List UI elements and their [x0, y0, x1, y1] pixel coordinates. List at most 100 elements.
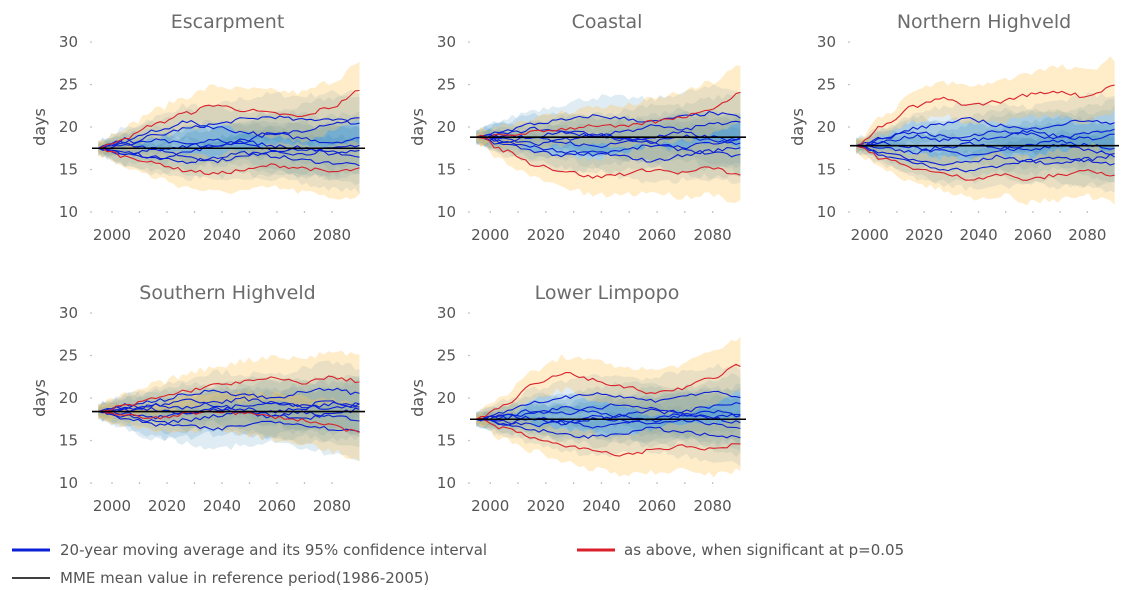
series-line: [856, 129, 1115, 147]
y-tick-label: 15: [437, 161, 456, 179]
series-line-significant: [476, 91, 741, 139]
x-tick-label: 2040: [959, 226, 997, 244]
legend-label-significant: as above, when significant at p=0.05: [624, 541, 904, 559]
x-tick-mark: [248, 211, 251, 213]
series-line-significant: [98, 89, 360, 149]
x-tick-label: 2000: [471, 226, 509, 244]
y-tick-mark: [848, 41, 850, 43]
y-axis-label: days: [30, 108, 49, 146]
x-tick-mark: [656, 211, 658, 213]
series-line: [98, 115, 360, 149]
x-tick-mark: [1059, 211, 1061, 213]
y-tick-label: 25: [59, 76, 78, 94]
x-tick-mark: [628, 482, 631, 484]
panel-title: Coastal: [572, 11, 643, 33]
legend-label-moving-average: 20-year moving average and its 95% confi…: [60, 541, 487, 559]
y-tick-mark: [90, 397, 92, 399]
x-tick-label: 2080: [313, 226, 351, 244]
moving-average-lines: [98, 89, 360, 176]
y-tick-label: 15: [59, 161, 78, 179]
x-tick-mark: [303, 211, 306, 213]
x-tick-mark: [572, 482, 575, 484]
y-tick-mark: [848, 168, 850, 171]
y-tick-label: 15: [817, 161, 836, 179]
series-line: [476, 402, 741, 421]
x-tick-mark: [684, 211, 686, 213]
x-tick-mark: [572, 211, 575, 213]
series-line: [476, 406, 741, 423]
x-tick-mark: [1086, 211, 1089, 213]
y-tick-mark: [848, 83, 850, 86]
series-line-significant: [98, 147, 360, 176]
y-tick-label: 30: [437, 33, 456, 51]
x-tick-mark: [166, 482, 168, 484]
confidence-band: [98, 110, 360, 172]
y-tick-mark: [90, 482, 92, 484]
y-tick-label: 10: [59, 474, 78, 492]
x-tick-mark: [138, 211, 141, 213]
x-tick-mark: [628, 211, 631, 213]
panel-escarpment: Escarpment 10 15 20 25 30 2000 2020 2040 2060 2080…: [30, 11, 365, 244]
x-tick-label: 2080: [313, 497, 351, 515]
y-tick-mark: [468, 211, 470, 213]
panel-lower-limpopo: Lower Limpopo 10 15 20 25 30 2000 2020 2040 2060 2…: [408, 282, 746, 515]
y-tick-label: 20: [59, 389, 78, 407]
moving-average-lines: [476, 363, 741, 457]
confidence-band: [98, 129, 360, 195]
y-tick-label: 20: [437, 389, 456, 407]
x-tick-mark: [331, 482, 333, 484]
y-tick-mark: [848, 126, 850, 128]
y-axis-label: days: [30, 379, 49, 417]
panel-title: Southern Highveld: [139, 282, 315, 304]
x-tick-label: 2040: [203, 497, 241, 515]
y-tick-mark: [90, 168, 92, 171]
x-tick-mark: [276, 482, 278, 484]
y-tick-label: 10: [817, 203, 836, 221]
series-line: [98, 387, 360, 413]
x-tick-mark: [111, 211, 113, 213]
y-tick-label: 20: [437, 118, 456, 136]
series-line-significant: [476, 363, 741, 420]
y-tick-mark: [468, 168, 470, 171]
confidence-band: [98, 120, 360, 180]
y-tick-mark: [90, 312, 92, 314]
x-tick-label: 2060: [638, 497, 676, 515]
y-tick-label: 20: [817, 118, 836, 136]
x-tick-mark: [868, 211, 871, 213]
x-tick-mark: [977, 211, 980, 213]
x-tick-label: 2020: [148, 497, 186, 515]
x-tick-label: 2020: [148, 226, 186, 244]
confidence-band: [856, 137, 1115, 206]
confidence-band: [98, 386, 360, 448]
y-tick-mark: [468, 482, 470, 484]
legend: 20-year moving average and its 95% confi…: [12, 541, 904, 587]
series-line-significant: [856, 84, 1115, 147]
x-tick-mark: [600, 211, 603, 213]
series-line: [98, 400, 360, 415]
y-tick-mark: [90, 41, 92, 43]
x-tick-mark: [950, 211, 953, 213]
confidence-band: [856, 98, 1115, 166]
confidence-band: [98, 375, 360, 436]
series-line: [476, 111, 741, 138]
confidence-band: [476, 65, 741, 151]
confidence-band: [98, 380, 360, 445]
y-tick-label: 30: [59, 33, 78, 51]
y-tick-mark: [90, 439, 92, 442]
x-tick-mark: [221, 482, 223, 484]
confidence-band: [476, 110, 741, 176]
confidence-band: [856, 92, 1115, 154]
x-tick-mark: [545, 482, 547, 484]
x-tick-label: 2000: [93, 497, 131, 515]
series-line: [98, 138, 360, 156]
x-tick-label: 2040: [582, 226, 620, 244]
y-tick-label: 20: [59, 118, 78, 136]
y-axis-label: days: [408, 108, 427, 146]
x-tick-mark: [711, 211, 714, 213]
panel-northern-highveld: Northern Highveld 10 15 20 25 30 2000 2020 2040 2…: [788, 11, 1119, 244]
y-tick-label: 30: [817, 33, 836, 51]
series-line: [476, 130, 741, 149]
x-tick-mark: [276, 211, 278, 213]
confidence-band: [98, 120, 360, 186]
series-line: [856, 145, 1115, 166]
